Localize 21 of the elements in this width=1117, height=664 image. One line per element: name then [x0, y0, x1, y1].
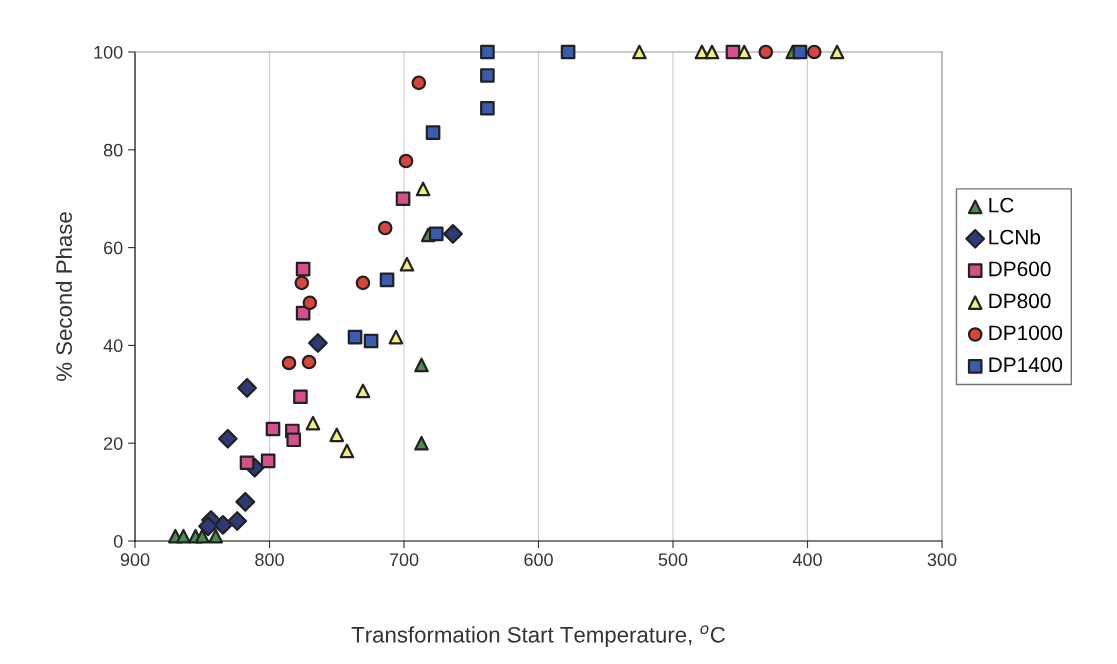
y-tick-label: 100 — [94, 45, 123, 59]
y-tick-label: 40 — [103, 339, 123, 353]
y-tick-label: 80 — [103, 143, 123, 157]
y-tick-label: 20 — [104, 437, 123, 450]
legend-label: DP800 — [989, 293, 1051, 309]
x-tick-label: 400 — [792, 553, 822, 567]
x-tick-label: 600 — [524, 553, 553, 567]
y-axis-title: % Second Phase — [55, 212, 73, 381]
x-tick-label: 900 — [120, 553, 150, 567]
x-tick-label: 300 — [927, 553, 957, 567]
legend-label: DP1000 — [989, 325, 1063, 341]
x-axis-title: Transformation Start Temperature, $^{o}$C — [351, 625, 725, 648]
x-tick-label: 800 — [255, 553, 284, 567]
x-tick-label: 500 — [658, 553, 688, 567]
legend-label: LCNb — [989, 229, 1041, 245]
legend-label: LC — [989, 197, 1014, 213]
legend-label: DP1400 — [989, 357, 1063, 373]
x-tick-label: 700 — [389, 553, 419, 567]
legend-label: DP600 — [989, 261, 1051, 277]
y-tick-label: 60 — [104, 241, 123, 255]
y-tick-label: 0 — [113, 534, 123, 548]
